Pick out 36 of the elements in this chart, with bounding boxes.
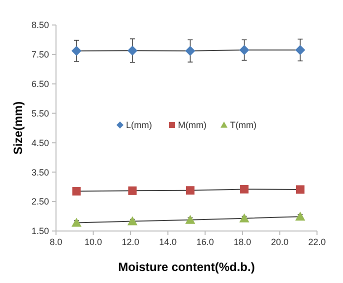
legend-label: M(mm) bbox=[178, 120, 206, 130]
x-tick-label: 10.0 bbox=[84, 237, 102, 247]
point bbox=[186, 186, 194, 195]
x-tick-label: 8.0 bbox=[50, 237, 62, 247]
x-tick-label: 18.0 bbox=[234, 237, 252, 247]
y-tick-label: 6.50 bbox=[31, 79, 49, 90]
point bbox=[240, 184, 249, 194]
y-axis-title: Size(mm) bbox=[11, 101, 25, 155]
y-tick-label: 1.50 bbox=[31, 226, 49, 236]
point bbox=[185, 46, 196, 56]
point bbox=[127, 216, 138, 226]
x-tick-label: 16.0 bbox=[196, 237, 214, 247]
point bbox=[72, 218, 82, 227]
point bbox=[239, 45, 250, 56]
point bbox=[72, 187, 81, 196]
x-tick-label: 14.0 bbox=[159, 237, 177, 247]
point bbox=[239, 213, 250, 222]
point bbox=[296, 185, 304, 194]
point bbox=[72, 46, 82, 56]
y-tick-label: 8.50 bbox=[31, 20, 49, 30]
point bbox=[127, 46, 138, 56]
x-tick-label: 22.0 bbox=[308, 237, 326, 247]
y-tick-label: 3.50 bbox=[31, 167, 49, 178]
y-tick-label: 7.50 bbox=[31, 50, 49, 60]
point bbox=[295, 212, 306, 221]
point bbox=[185, 214, 196, 224]
legend-label: L(mm) bbox=[126, 120, 152, 130]
y-tick-label: 2.50 bbox=[31, 196, 49, 207]
x-axis-title: Moisture content(%d.b.) bbox=[118, 260, 255, 274]
x-tick-label: 20.0 bbox=[270, 237, 288, 247]
point bbox=[295, 45, 306, 56]
y-tick-label: 5.50 bbox=[31, 108, 49, 118]
point bbox=[128, 186, 137, 195]
legend-label: T(mm) bbox=[230, 120, 256, 130]
x-tick-label: 12.0 bbox=[122, 237, 140, 247]
y-tick-label: 4.50 bbox=[31, 138, 49, 148]
